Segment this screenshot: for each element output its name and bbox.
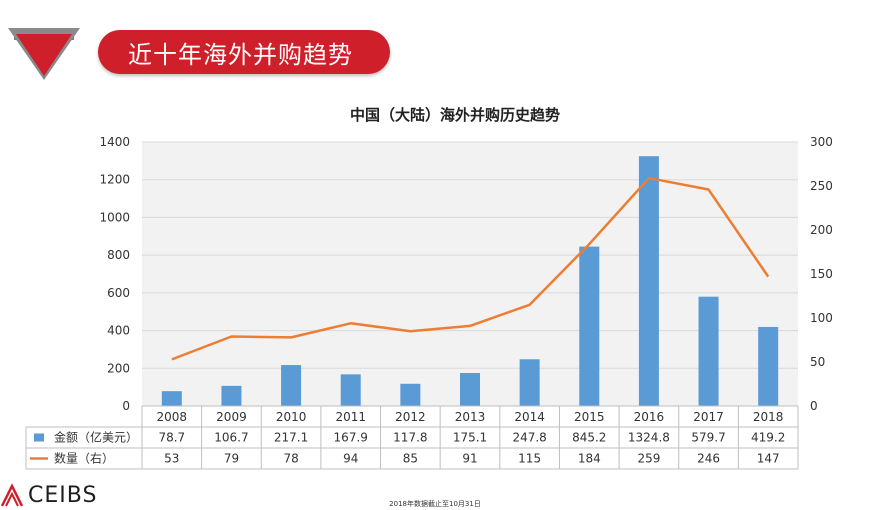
x-tick-label: 2015 [574,410,605,424]
y-left-tick-label: 800 [107,248,130,262]
data-label: 184 [578,452,601,466]
data-label: 1324.8 [628,431,670,445]
bar [758,326,779,406]
data-label: 217.1 [274,431,308,445]
bar [638,156,659,406]
x-tick-label: 2009 [216,410,247,424]
bar [340,374,361,406]
data-label: 106.7 [214,431,248,445]
data-label: 53 [164,452,179,466]
data-table: 2008 2009 2010 2011 2012 2013 2014 2015 2016 2017… [25,405,799,470]
y-axis-left: 0 200 400 600 800 1000 1200 1400 [99,135,130,413]
bar [460,372,480,406]
bar [579,246,600,406]
legend-bar-marker [34,433,44,442]
y-right-tick-label: 100 [810,311,833,325]
y-right-tick-label: 200 [810,223,833,237]
x-tick-label: 2016 [634,410,665,424]
y-left-tick-label: 200 [107,361,130,375]
slide-title-text: 近十年海外并购趋势 [128,40,353,69]
y-axis-right: 0 50 100 150 200 250 300 [810,135,833,413]
bar-series [161,156,779,406]
legend-entry: 金额（亿美元） [54,430,138,445]
bar [519,359,540,406]
bar [400,383,421,406]
data-label: 845.2 [572,431,606,445]
x-tick-label: 2008 [157,410,188,424]
x-tick-label: 2018 [753,410,784,424]
data-label: 259 [637,452,660,466]
y-left-tick-label: 1000 [99,210,130,224]
bar [698,296,719,406]
y-left-tick-label: 1200 [99,173,130,187]
data-label: 117.8 [393,431,427,445]
y-right-tick-label: 0 [810,399,818,413]
x-tick-label: 2011 [335,410,366,424]
y-left-tick-label: 600 [107,286,130,300]
data-label: 78.7 [158,431,185,445]
data-label: 79 [224,452,239,466]
ceibs-emblem-icon [0,483,24,507]
bar [281,365,302,406]
red-down-triangle-icon [8,28,80,80]
y-right-tick-label: 250 [810,179,833,193]
ceibs-logo: CEIBS [0,480,97,510]
y-right-tick-label: 300 [810,135,833,149]
bar [221,385,242,406]
legend-entry: 数量（右） [54,451,114,466]
data-label: 167.9 [334,431,368,445]
data-label: 246 [697,452,720,466]
series-line [171,176,770,361]
data-label: 94 [343,452,358,466]
y-left-tick-label: 400 [107,324,130,338]
y-right-tick-label: 50 [810,355,825,369]
data-label: 115 [518,452,541,466]
data-label: 85 [403,452,418,466]
logo-text: CEIBS [28,482,98,508]
data-label: 579.7 [691,431,725,445]
data-label: 419.2 [751,431,785,445]
line-series [171,176,770,361]
x-tick-label: 2013 [455,410,486,424]
x-tick-label: 2014 [514,410,545,424]
x-tick-label: 2010 [276,410,307,424]
y-right-tick-label: 150 [810,267,833,281]
y-left-tick-label: 0 [122,399,130,413]
data-label: 247.8 [512,431,546,445]
y-left-tick-label: 1400 [99,135,130,149]
data-label: 91 [462,452,477,466]
slide-title: 近十年海外并购趋势 [98,30,390,74]
chart-title: 中国（大陆）海外并购历史趋势 [350,106,560,124]
x-tick-label: 2017 [693,410,724,424]
data-label: 147 [757,452,780,466]
footnote: 2018年数据截止至10月31日 [389,500,481,508]
bar [161,391,182,406]
x-tick-label: 2012 [395,410,426,424]
data-label: 78 [283,452,298,466]
data-label: 175.1 [453,431,487,445]
